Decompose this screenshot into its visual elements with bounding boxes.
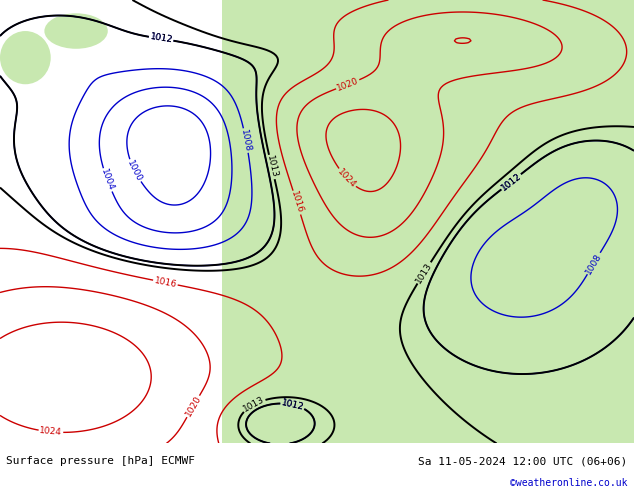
Text: 1012: 1012 xyxy=(280,398,305,412)
Text: 1008: 1008 xyxy=(584,251,604,276)
Text: 1013: 1013 xyxy=(414,261,434,285)
Text: Surface pressure [hPa] ECMWF: Surface pressure [hPa] ECMWF xyxy=(6,456,195,466)
Text: 1012: 1012 xyxy=(149,32,173,45)
Text: 1000: 1000 xyxy=(126,158,144,183)
Text: 1013: 1013 xyxy=(265,155,279,179)
Text: 1024: 1024 xyxy=(335,167,358,190)
Text: 1020: 1020 xyxy=(335,76,360,93)
FancyBboxPatch shape xyxy=(222,0,634,443)
Ellipse shape xyxy=(0,31,51,84)
Text: 1016: 1016 xyxy=(153,276,178,289)
Text: 1008: 1008 xyxy=(240,128,252,153)
Text: 1016: 1016 xyxy=(289,190,304,215)
Text: Sa 11-05-2024 12:00 UTC (06+06): Sa 11-05-2024 12:00 UTC (06+06) xyxy=(418,456,628,466)
Text: 1024: 1024 xyxy=(39,426,63,437)
Text: 1004: 1004 xyxy=(99,168,115,192)
Text: 1012: 1012 xyxy=(149,32,173,45)
Text: 1020: 1020 xyxy=(183,394,203,418)
Text: 1012: 1012 xyxy=(500,172,523,193)
Text: ©weatheronline.co.uk: ©weatheronline.co.uk xyxy=(510,478,628,488)
Text: 1013: 1013 xyxy=(242,395,266,414)
Text: 1012: 1012 xyxy=(500,172,523,193)
Text: 1012: 1012 xyxy=(280,398,305,412)
Ellipse shape xyxy=(44,13,108,49)
